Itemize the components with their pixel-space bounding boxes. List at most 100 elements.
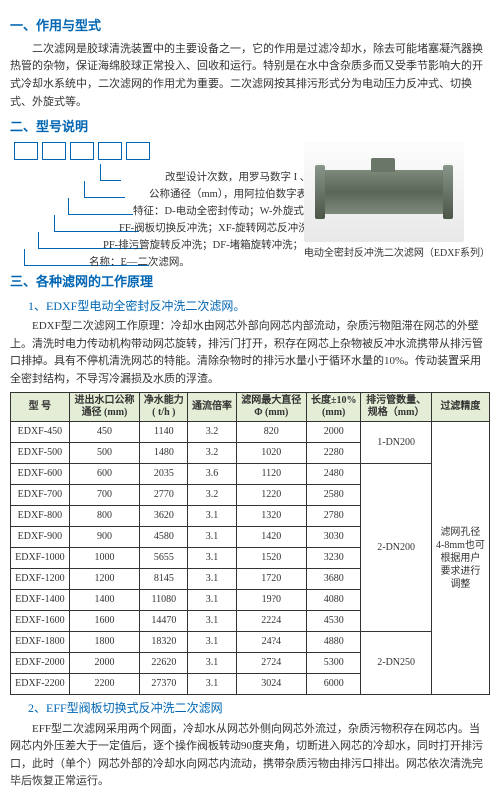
td: 600 [69, 464, 140, 485]
td: 2000 [69, 653, 140, 674]
td: 18320 [140, 632, 188, 653]
th: 长度±10%(mm) [307, 393, 361, 422]
td: 3.1 [188, 569, 236, 590]
td: 450 [69, 422, 140, 443]
td: 1720 [236, 569, 307, 590]
sub1-p: EDXF型二次滤网工作原理：冷却水由网芯外部向网芯内部流动，杂质污物阻滞在网芯的… [10, 318, 490, 388]
td-note: 滤网孔径4-8mm也可根据用户要求进行调整 [431, 422, 489, 695]
section3-title: 三、各种滤网的工作原理 [10, 272, 490, 293]
td: 2224 [236, 611, 307, 632]
td-pipe: 1-DN200 [361, 422, 432, 464]
td-pipe: 2-DN200 [361, 464, 432, 632]
td: 2780 [307, 506, 361, 527]
td: 800 [69, 506, 140, 527]
td: 27370 [140, 674, 188, 695]
td: EDXF-2200 [11, 674, 70, 695]
td: 3.1 [188, 653, 236, 674]
th: 滤网最大直径Φ (mm) [236, 393, 307, 422]
td: 3.2 [188, 443, 236, 464]
td: 900 [69, 527, 140, 548]
td: 2770 [140, 485, 188, 506]
td: 3.1 [188, 590, 236, 611]
td: 1480 [140, 443, 188, 464]
diag-line: 名称：E—二次滤网。 [89, 255, 190, 272]
td: 2280 [307, 443, 361, 464]
td: 1800 [69, 632, 140, 653]
td: 1200 [69, 569, 140, 590]
td: 2000 [307, 422, 361, 443]
td: 1320 [236, 506, 307, 527]
sub2-title: 2、EFF型阀板切换式反冲洗二次滤网 [10, 699, 490, 718]
td: EDXF-900 [11, 527, 70, 548]
product-photo [304, 142, 464, 242]
td: 1400 [69, 590, 140, 611]
td: 1140 [140, 422, 188, 443]
td: 1020 [236, 443, 307, 464]
td: 1420 [236, 527, 307, 548]
td: 4880 [307, 632, 361, 653]
section1-p1: 二次滤网是胶球清洗装置中的主要设备之一，它的作用是过滤冷却水，除去可能堵塞凝汽器… [10, 41, 490, 111]
td: EDXF-1200 [11, 569, 70, 590]
code-box [70, 142, 94, 160]
td: EDXF-1400 [11, 590, 70, 611]
code-box [14, 142, 38, 160]
td: 3024 [236, 674, 307, 695]
td: 820 [236, 422, 307, 443]
diag-line: 特征：D-电动全密封传动；W-外旋式 [133, 204, 304, 221]
td: 2200 [69, 674, 140, 695]
td: 3.1 [188, 506, 236, 527]
td: EDXF-500 [11, 443, 70, 464]
td-pipe: 2-DN250 [361, 632, 432, 695]
td: 5300 [307, 653, 361, 674]
td: 3.1 [188, 632, 236, 653]
code-box [98, 142, 122, 160]
th: 进出水口公称通径 (mm) [69, 393, 140, 422]
td: 19?0 [236, 590, 307, 611]
td: 5655 [140, 548, 188, 569]
spec-table: 型 号进出水口公称通径 (mm)净水能力( t/h )通流倍率滤网最大直径Φ (… [10, 392, 490, 695]
code-box [126, 142, 150, 160]
td: 22620 [140, 653, 188, 674]
td: 14470 [140, 611, 188, 632]
td: EDXF-700 [11, 485, 70, 506]
td: 2035 [140, 464, 188, 485]
td: EDXF-1000 [11, 548, 70, 569]
th: 过滤精度 [431, 393, 489, 422]
td: 24?4 [236, 632, 307, 653]
td: EDXF-600 [11, 464, 70, 485]
td: 500 [69, 443, 140, 464]
td: 11080 [140, 590, 188, 611]
photo-caption: 电动全密封反冲洗二次滤网（EDXF系列） [304, 246, 490, 262]
section2-title: 二、型号说明 [10, 117, 490, 138]
td: 2580 [307, 485, 361, 506]
td: 8145 [140, 569, 188, 590]
th: 净水能力( t/h ) [140, 393, 188, 422]
td: 4080 [307, 590, 361, 611]
model-code-diagram: 改型设计次数，用罗马数字 I 、II、III…… 公称通径（mm），用阿拉伯数字… [10, 142, 296, 266]
sub1-title: 1、EDXF型电动全密封反冲洗二次滤网。 [10, 297, 490, 316]
td: 3.1 [188, 674, 236, 695]
diag-line: FF-阀板切换反冲洗；XF-旋转网芯反冲洗； [119, 221, 319, 238]
td: 2480 [307, 464, 361, 485]
td: EDXF-1600 [11, 611, 70, 632]
td: EDXF-800 [11, 506, 70, 527]
td: 1000 [69, 548, 140, 569]
td: 3.1 [188, 611, 236, 632]
td: 3.1 [188, 527, 236, 548]
td: 1520 [236, 548, 307, 569]
section1-title: 一、作用与型式 [10, 16, 490, 37]
td: 6000 [307, 674, 361, 695]
diag-line: 公称通径（mm），用阿拉伯数字表示； [149, 187, 328, 204]
td: 1120 [236, 464, 307, 485]
td: 3.1 [188, 548, 236, 569]
td: 3.6 [188, 464, 236, 485]
td: 3230 [307, 548, 361, 569]
td: 1600 [69, 611, 140, 632]
td: 4580 [140, 527, 188, 548]
td: 2724 [236, 653, 307, 674]
sub2-p: EFF型二次滤网采用两个网面，冷却水从网芯外侧向网芯外流过，杂质污物积存在网芯内… [10, 721, 490, 791]
td: 3620 [140, 506, 188, 527]
th: 排污管数量、规格（mm） [361, 393, 432, 422]
td: 1220 [236, 485, 307, 506]
td: EDXF-450 [11, 422, 70, 443]
